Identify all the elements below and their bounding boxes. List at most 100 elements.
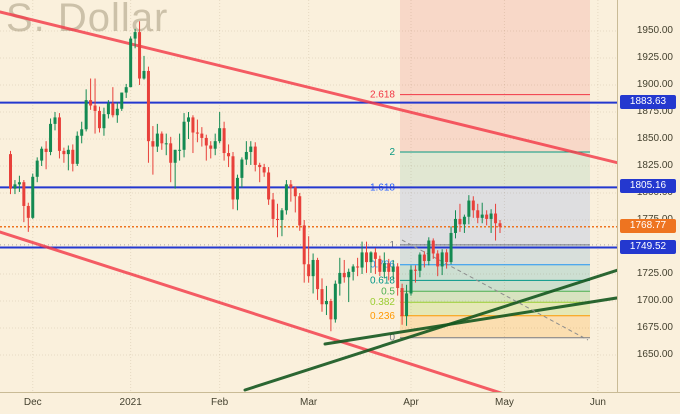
candle: [400, 283, 404, 325]
fib-level-label: 0: [389, 333, 395, 344]
candle: [209, 141, 213, 159]
candles: [9, 21, 502, 332]
candle: [133, 28, 137, 49]
candle: [476, 203, 480, 224]
candle: [31, 173, 35, 219]
price-axis[interactable]: 1950.00 1925.00 1900.00 1875.00 1850.00 1825.…: [617, 0, 680, 392]
candle: [445, 249, 449, 269]
candle: [204, 134, 208, 161]
candle: [115, 102, 119, 123]
candle: [454, 210, 457, 239]
candle: [75, 131, 79, 166]
time-tick-label: 2021: [119, 397, 142, 408]
price-tick-label: 1700.00: [636, 295, 673, 306]
candle: [173, 149, 177, 189]
candle: [62, 147, 66, 163]
candle: [458, 203, 462, 232]
time-axis[interactable]: Dec 2021 Feb Mar Apr May Jun: [0, 392, 680, 414]
candle: [124, 83, 128, 98]
price-tick-label: 1850.00: [636, 133, 673, 144]
candle: [17, 175, 21, 192]
candle: [289, 180, 293, 202]
descending-support-trendline[interactable]: [0, 230, 560, 392]
time-tick-label: Jun: [589, 397, 606, 408]
candle: [391, 259, 395, 280]
candle: [284, 180, 288, 215]
price-line-tag[interactable]: 1883.63: [620, 94, 676, 109]
candle: [213, 133, 217, 156]
candle: [240, 157, 244, 188]
candle: [431, 238, 435, 259]
price-line-tag[interactable]: 1749.52: [620, 239, 676, 254]
candle: [200, 127, 204, 147]
candle: [387, 258, 391, 281]
candle: [26, 202, 30, 232]
candle: [182, 113, 186, 158]
fib-level-label: 0.618: [370, 275, 395, 286]
price-tick-label: 1825.00: [636, 160, 673, 171]
time-tick-label: Feb: [211, 397, 229, 408]
candle: [267, 167, 271, 205]
candle: [89, 78, 93, 110]
candle: [164, 133, 168, 156]
price-tick-label: 1650.00: [636, 349, 673, 360]
candle: [93, 78, 97, 134]
candle: [258, 162, 262, 183]
candle: [191, 115, 195, 154]
price-tick-label: 1675.00: [636, 322, 673, 333]
candle: [231, 151, 235, 210]
candle: [276, 203, 279, 238]
candle: [405, 284, 409, 326]
candle: [227, 144, 231, 168]
candle: [333, 280, 337, 323]
candle: [71, 144, 75, 172]
candle: [378, 255, 382, 277]
candle: [489, 209, 493, 233]
fib-level-label: 0.382: [370, 297, 395, 308]
descending-resistance-trendline[interactable]: [0, 10, 617, 178]
candle: [440, 249, 444, 276]
candle: [102, 107, 106, 136]
candle: [356, 257, 360, 277]
price-tick-label: 1875.00: [636, 106, 673, 117]
candle: [347, 268, 351, 303]
candle: [338, 257, 342, 296]
candle: [235, 174, 239, 211]
fib-bands: [400, 0, 590, 338]
candle: [396, 263, 400, 296]
candle: [222, 121, 226, 161]
candle: [316, 257, 320, 300]
candle: [178, 133, 182, 161]
candle: [120, 92, 124, 111]
candle: [351, 264, 355, 281]
candle: [57, 113, 61, 159]
fib-level-label: 0.5: [381, 286, 395, 297]
fib-level-label: 1: [389, 240, 395, 251]
candle: [462, 214, 466, 233]
price-line-tag[interactable]: 1805.16: [620, 179, 676, 194]
candle: [49, 118, 53, 156]
price-tick-label: 1900.00: [636, 79, 673, 90]
fib-level-label: 2: [389, 147, 395, 158]
candle: [427, 237, 431, 266]
fib-level-label: 0.786: [370, 260, 395, 271]
ascending-support-short-trendline[interactable]: [323, 288, 617, 346]
candle: [485, 210, 489, 226]
candle: [413, 265, 417, 283]
time-tick-label: Dec: [23, 397, 42, 408]
candle: [422, 251, 426, 268]
candle: [187, 112, 190, 139]
candle: [106, 100, 110, 119]
candle: [98, 106, 101, 133]
price-tick-label: 1925.00: [636, 52, 673, 63]
candle: [129, 36, 133, 88]
candle: [373, 248, 377, 274]
fib-level-label: 0.236: [370, 311, 395, 322]
candle: [271, 193, 275, 227]
candle: [66, 145, 70, 171]
candle: [494, 203, 498, 241]
price-tick-label: 1950.00: [636, 25, 673, 36]
ascending-support-long-trendline[interactable]: [243, 250, 617, 392]
